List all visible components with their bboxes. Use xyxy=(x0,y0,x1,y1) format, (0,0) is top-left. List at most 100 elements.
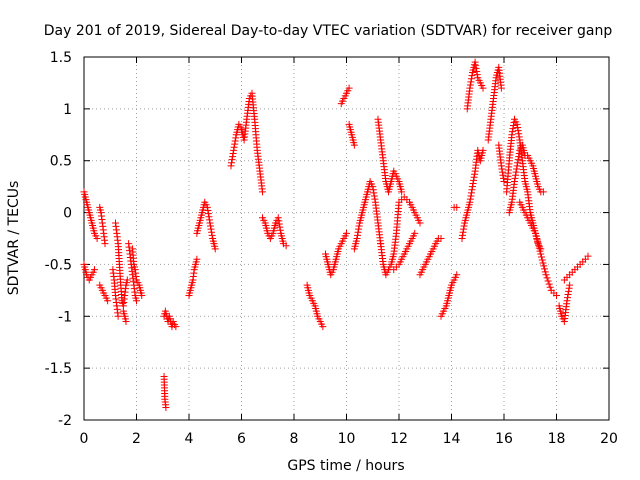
data-point xyxy=(411,229,419,237)
data-point xyxy=(343,229,350,237)
series-trace-t xyxy=(350,177,385,253)
data-point xyxy=(104,297,112,305)
series-trace-p xyxy=(303,281,327,331)
series-trace-u xyxy=(374,115,406,196)
data-point xyxy=(514,159,522,167)
series-trace-s xyxy=(345,120,358,149)
series-trace-ab xyxy=(463,58,487,113)
data-point xyxy=(541,268,549,276)
data-point xyxy=(514,124,522,132)
data-point xyxy=(500,177,508,185)
series-trace-r xyxy=(337,84,353,108)
series-trace-e xyxy=(112,219,131,310)
data-point xyxy=(229,149,237,157)
data-point xyxy=(172,323,180,331)
data-point xyxy=(101,240,109,248)
data-point xyxy=(354,228,362,236)
data-point xyxy=(227,162,235,170)
y-tick-label: 1 xyxy=(63,102,72,118)
data-point xyxy=(355,225,363,233)
y-tick-label: -1 xyxy=(58,309,72,325)
data-point xyxy=(564,294,572,302)
data-point xyxy=(122,317,130,325)
data-point xyxy=(515,149,523,157)
data-point xyxy=(229,153,237,161)
data-point xyxy=(193,255,201,263)
data-point xyxy=(231,140,239,148)
data-point xyxy=(513,120,521,128)
data-point xyxy=(467,75,475,83)
x-tick-label: 20 xyxy=(600,431,618,447)
data-point xyxy=(162,404,170,412)
data-point xyxy=(466,84,474,92)
data-point xyxy=(228,156,236,164)
x-tick-label: 0 xyxy=(80,431,89,447)
x-tick-label: 8 xyxy=(290,431,299,447)
series-trace-ac xyxy=(484,63,505,144)
data-point xyxy=(353,235,361,242)
data-point xyxy=(534,238,542,246)
data-point xyxy=(232,134,240,142)
data-point xyxy=(565,284,573,292)
data-point xyxy=(138,292,146,300)
series-trace-ad xyxy=(495,141,508,185)
series-trace-l xyxy=(185,255,201,300)
data-point xyxy=(509,125,517,133)
data-point xyxy=(259,188,266,196)
data-point xyxy=(354,231,362,239)
data-point xyxy=(512,168,520,176)
y-axis-title: SDTVAR / TECUs xyxy=(6,181,22,296)
series-trace-b xyxy=(80,260,98,284)
data-point xyxy=(398,188,406,196)
data-point xyxy=(230,146,238,154)
data-point xyxy=(471,170,479,178)
data-point xyxy=(416,219,424,227)
data-point xyxy=(536,247,544,255)
x-tick-label: 6 xyxy=(237,431,246,447)
data-point xyxy=(203,203,211,211)
data-point xyxy=(468,72,476,80)
series-trace-v xyxy=(377,193,424,279)
data-point xyxy=(204,210,212,218)
data-point xyxy=(498,165,506,173)
data-point xyxy=(91,266,98,274)
y-tick-label: -0.5 xyxy=(45,257,72,273)
data-point xyxy=(207,225,215,233)
data-point xyxy=(472,61,480,69)
data-point xyxy=(566,281,574,289)
data-point xyxy=(553,292,560,300)
data-point xyxy=(545,280,553,288)
data-point xyxy=(513,165,521,173)
data-point xyxy=(542,271,550,279)
data-point xyxy=(512,171,520,179)
data-point xyxy=(532,232,540,240)
data-point xyxy=(206,219,214,227)
data-point xyxy=(469,183,476,191)
data-point xyxy=(538,256,546,264)
series-trace-i xyxy=(119,307,130,325)
data-point xyxy=(498,168,506,176)
data-point xyxy=(535,241,542,249)
data-point xyxy=(472,64,480,72)
data-point xyxy=(473,68,481,76)
data-point xyxy=(276,223,284,231)
y-tick-label: -2 xyxy=(58,413,72,429)
data-point xyxy=(514,127,522,135)
data-point xyxy=(540,262,548,270)
data-point xyxy=(497,162,505,170)
data-point xyxy=(467,78,475,86)
series-trace-m xyxy=(193,198,219,253)
series-trace-f xyxy=(109,266,122,320)
data-point xyxy=(546,283,554,291)
series-trace-k xyxy=(160,372,170,412)
series-trace-af xyxy=(505,141,547,217)
data-point xyxy=(584,252,592,260)
data-point xyxy=(370,189,378,197)
data-point xyxy=(274,214,282,222)
data-point xyxy=(543,274,551,282)
data-point xyxy=(169,317,177,325)
grid xyxy=(84,57,609,420)
data-point xyxy=(511,174,519,182)
data-point xyxy=(497,84,505,92)
